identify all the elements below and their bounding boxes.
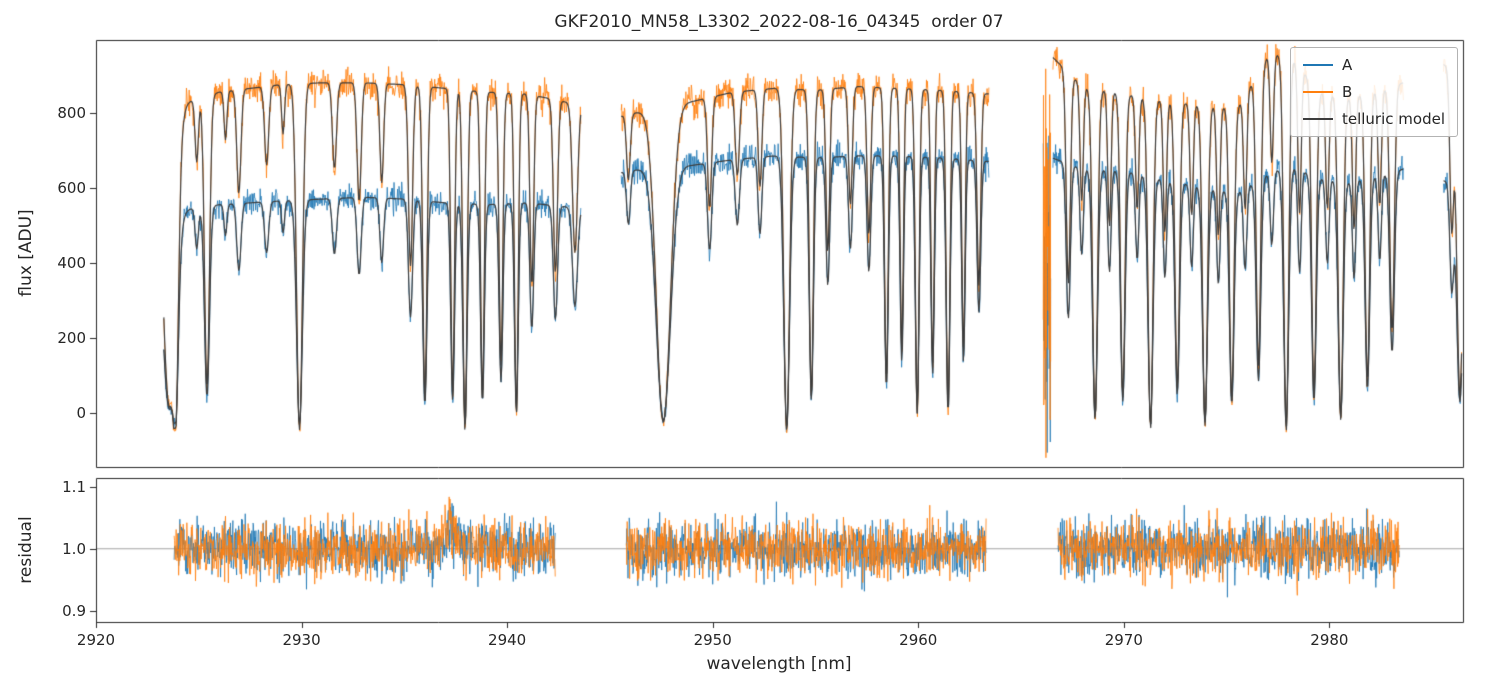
legend-line-swatch (1302, 64, 1333, 66)
x-tick-label: 2960 (899, 631, 938, 649)
chart-title: GKF2010_MN58_L3302_2022-08-16_04345 orde… (554, 12, 1004, 32)
y-axis-label-flux: flux [ADU] (16, 209, 36, 297)
y-tick-label-flux: 200 (57, 328, 86, 347)
y-tick-label-flux: 600 (57, 178, 86, 197)
y-tick-label-flux: 800 (57, 103, 86, 122)
legend-line-swatch (1302, 118, 1333, 120)
legend-label: B (1341, 83, 1353, 101)
legend-line-swatch (1302, 91, 1333, 93)
legend-label: A (1341, 56, 1353, 74)
x-tick-label: 2970 (1104, 631, 1143, 649)
x-tick-label: 2980 (1310, 631, 1349, 649)
y-tick-label-flux: 0 (76, 403, 86, 422)
legend-entry-a: A (1302, 56, 1445, 74)
legend-entry-telluric-model: telluric model (1302, 110, 1445, 128)
x-tick-label: 2940 (488, 631, 527, 649)
x-tick-label: 2950 (693, 631, 732, 649)
y-axis-label-residual: residual (16, 516, 36, 584)
y-tick-label-flux: 400 (57, 253, 86, 272)
x-tick-label: 2930 (282, 631, 321, 649)
y-tick-label-residual: 0.9 (62, 601, 86, 620)
x-tick-label: 2920 (76, 631, 116, 649)
legend-entry-b: B (1302, 83, 1445, 101)
y-tick-label-residual: 1.1 (62, 477, 86, 496)
x-axis-label: wavelength [nm] (706, 654, 852, 674)
y-tick-label-residual: 1.0 (62, 539, 86, 558)
legend-label: telluric model (1341, 110, 1445, 128)
